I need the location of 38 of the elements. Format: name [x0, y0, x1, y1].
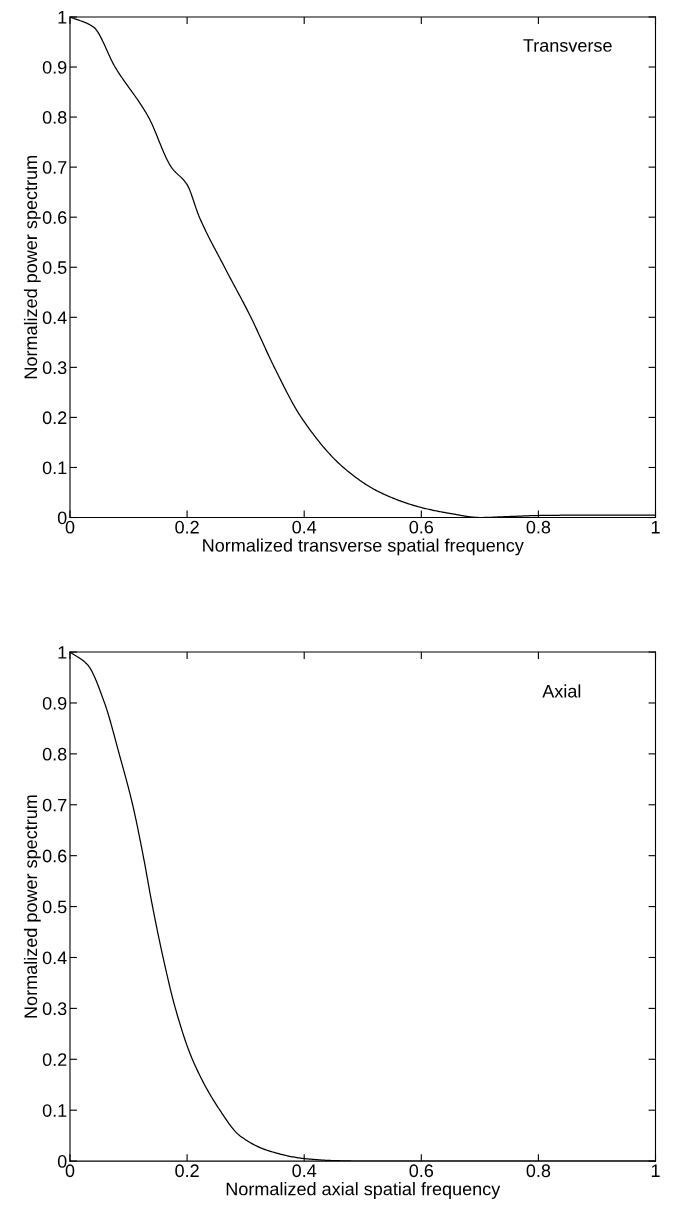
y-tick-label: 0.4 — [42, 311, 67, 325]
x-tick-label: 1 — [651, 520, 660, 534]
x-tick-label: 0.4 — [292, 520, 317, 534]
y-axis-title: Normalized power spectrum — [23, 795, 41, 1018]
y-tick-label: 0.2 — [42, 411, 67, 425]
y-tick-label: 0.9 — [42, 60, 67, 74]
y-axis-title: Normalized power spectrum — [23, 156, 41, 379]
y-tick-label: 1 — [58, 646, 67, 659]
y-tick-label: 0.3 — [42, 1002, 67, 1016]
y-tick-label: 0.6 — [42, 211, 67, 224]
y-tick-label: 0.6 — [42, 849, 67, 863]
x-tick-label: 0.8 — [526, 1164, 551, 1178]
y-tick-label: 0.1 — [42, 1104, 67, 1117]
x-tick-label: 0.6 — [409, 1164, 434, 1178]
x-tick-label: 0.2 — [175, 1164, 199, 1178]
x-tick-label: 0.4 — [292, 1164, 317, 1178]
y-tick-label: 0.8 — [42, 747, 67, 761]
x-axis-title: Normalized transverse spatial frequency — [203, 538, 524, 556]
y-tick-label: 1 — [58, 11, 67, 24]
x-tick-label: 0.8 — [526, 520, 551, 534]
y-tick-label: 0.9 — [42, 696, 67, 710]
y-tick-label: 0 — [57, 1155, 67, 1168]
y-tick-label: 0.5 — [42, 900, 67, 914]
x-tick-label: 1 — [651, 1164, 660, 1177]
y-tick-label: 0.4 — [42, 951, 67, 965]
y-tick-label: 0 — [57, 511, 67, 525]
y-tick-label: 0.1 — [42, 461, 67, 475]
x-tick-label: 0.2 — [175, 520, 199, 534]
x-tick-label: 0.6 — [409, 520, 434, 534]
y-tick-label: 0.8 — [42, 111, 67, 124]
x-axis-title: Normalized axial spatial frequency — [226, 1182, 501, 1199]
y-tick-label: 0.5 — [42, 261, 67, 274]
y-tick-label: 0.7 — [42, 798, 67, 812]
y-tick-label: 0.7 — [42, 161, 67, 174]
y-tick-label: 0.3 — [42, 361, 67, 375]
annotation: Axial — [542, 684, 581, 698]
annotation: Transverse — [523, 39, 612, 52]
y-tick-label: 0.2 — [42, 1053, 67, 1067]
